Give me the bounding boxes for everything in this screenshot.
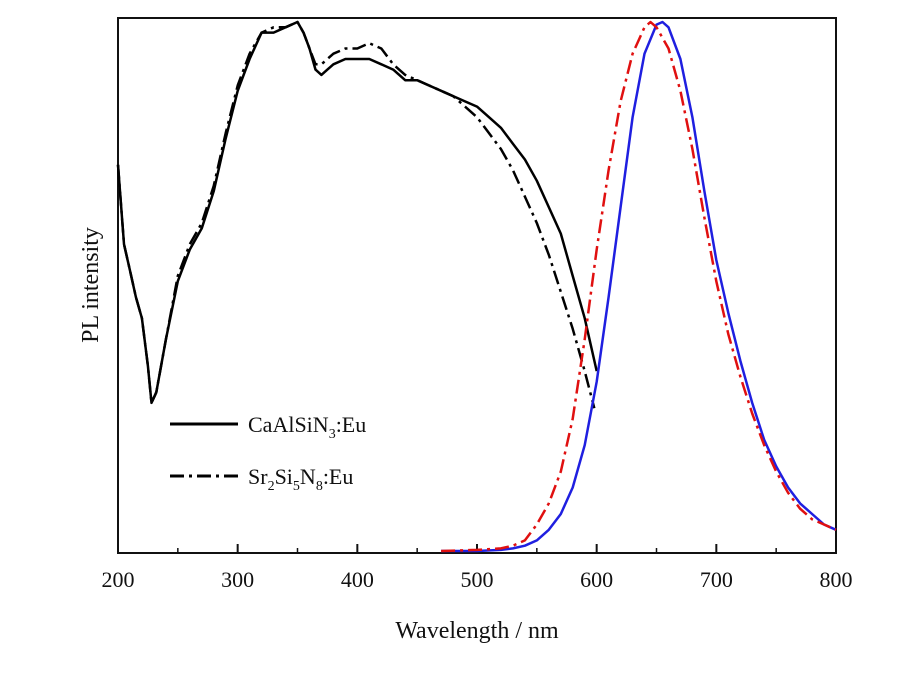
- series-line-3: [441, 20, 837, 553]
- legend-sr-sub1: 2: [268, 479, 275, 494]
- series-line-2: [441, 20, 837, 553]
- legend-sr-mid1: Si: [275, 464, 293, 489]
- legend-label-caalsin3: CaAlSiN3:Eu: [248, 412, 366, 442]
- x-tick-label: 700: [700, 567, 733, 592]
- x-axis-tick-labels: 200 300 400 500 600 700 800: [102, 567, 853, 592]
- legend-caalsin3-rest: :Eu: [336, 412, 367, 437]
- x-axis-title: Wavelength / nm: [395, 618, 559, 644]
- legend-sr-base: Sr: [248, 464, 268, 489]
- x-tick-label: 200: [102, 567, 135, 592]
- x-tick-label: 600: [580, 567, 613, 592]
- x-tick-label: 800: [820, 567, 853, 592]
- legend-caalsin3-base: CaAlSiN: [248, 412, 329, 437]
- plot-frame: [117, 17, 837, 554]
- legend-sr-mid2: N: [300, 464, 316, 489]
- legend: CaAlSiN3:Eu Sr2Si5N8:Eu: [170, 412, 366, 494]
- series-line-1: [116, 20, 596, 409]
- x-tick-label: 500: [461, 567, 494, 592]
- legend-sr-rest: :Eu: [323, 464, 354, 489]
- legend-sr-sub2: 5: [293, 479, 300, 494]
- legend-label-sr2si5n8: Sr2Si5N8:Eu: [248, 464, 353, 494]
- y-axis-title: PL intensity: [78, 227, 104, 343]
- x-tick-label: 300: [221, 567, 254, 592]
- series-line-0: [116, 20, 598, 405]
- legend-sr-sub3: 8: [316, 479, 323, 494]
- x-tick-label: 400: [341, 567, 374, 592]
- legend-caalsin3-sub: 3: [329, 427, 336, 442]
- x-axis-ticks: [117, 544, 837, 553]
- series-layer: [116, 20, 837, 553]
